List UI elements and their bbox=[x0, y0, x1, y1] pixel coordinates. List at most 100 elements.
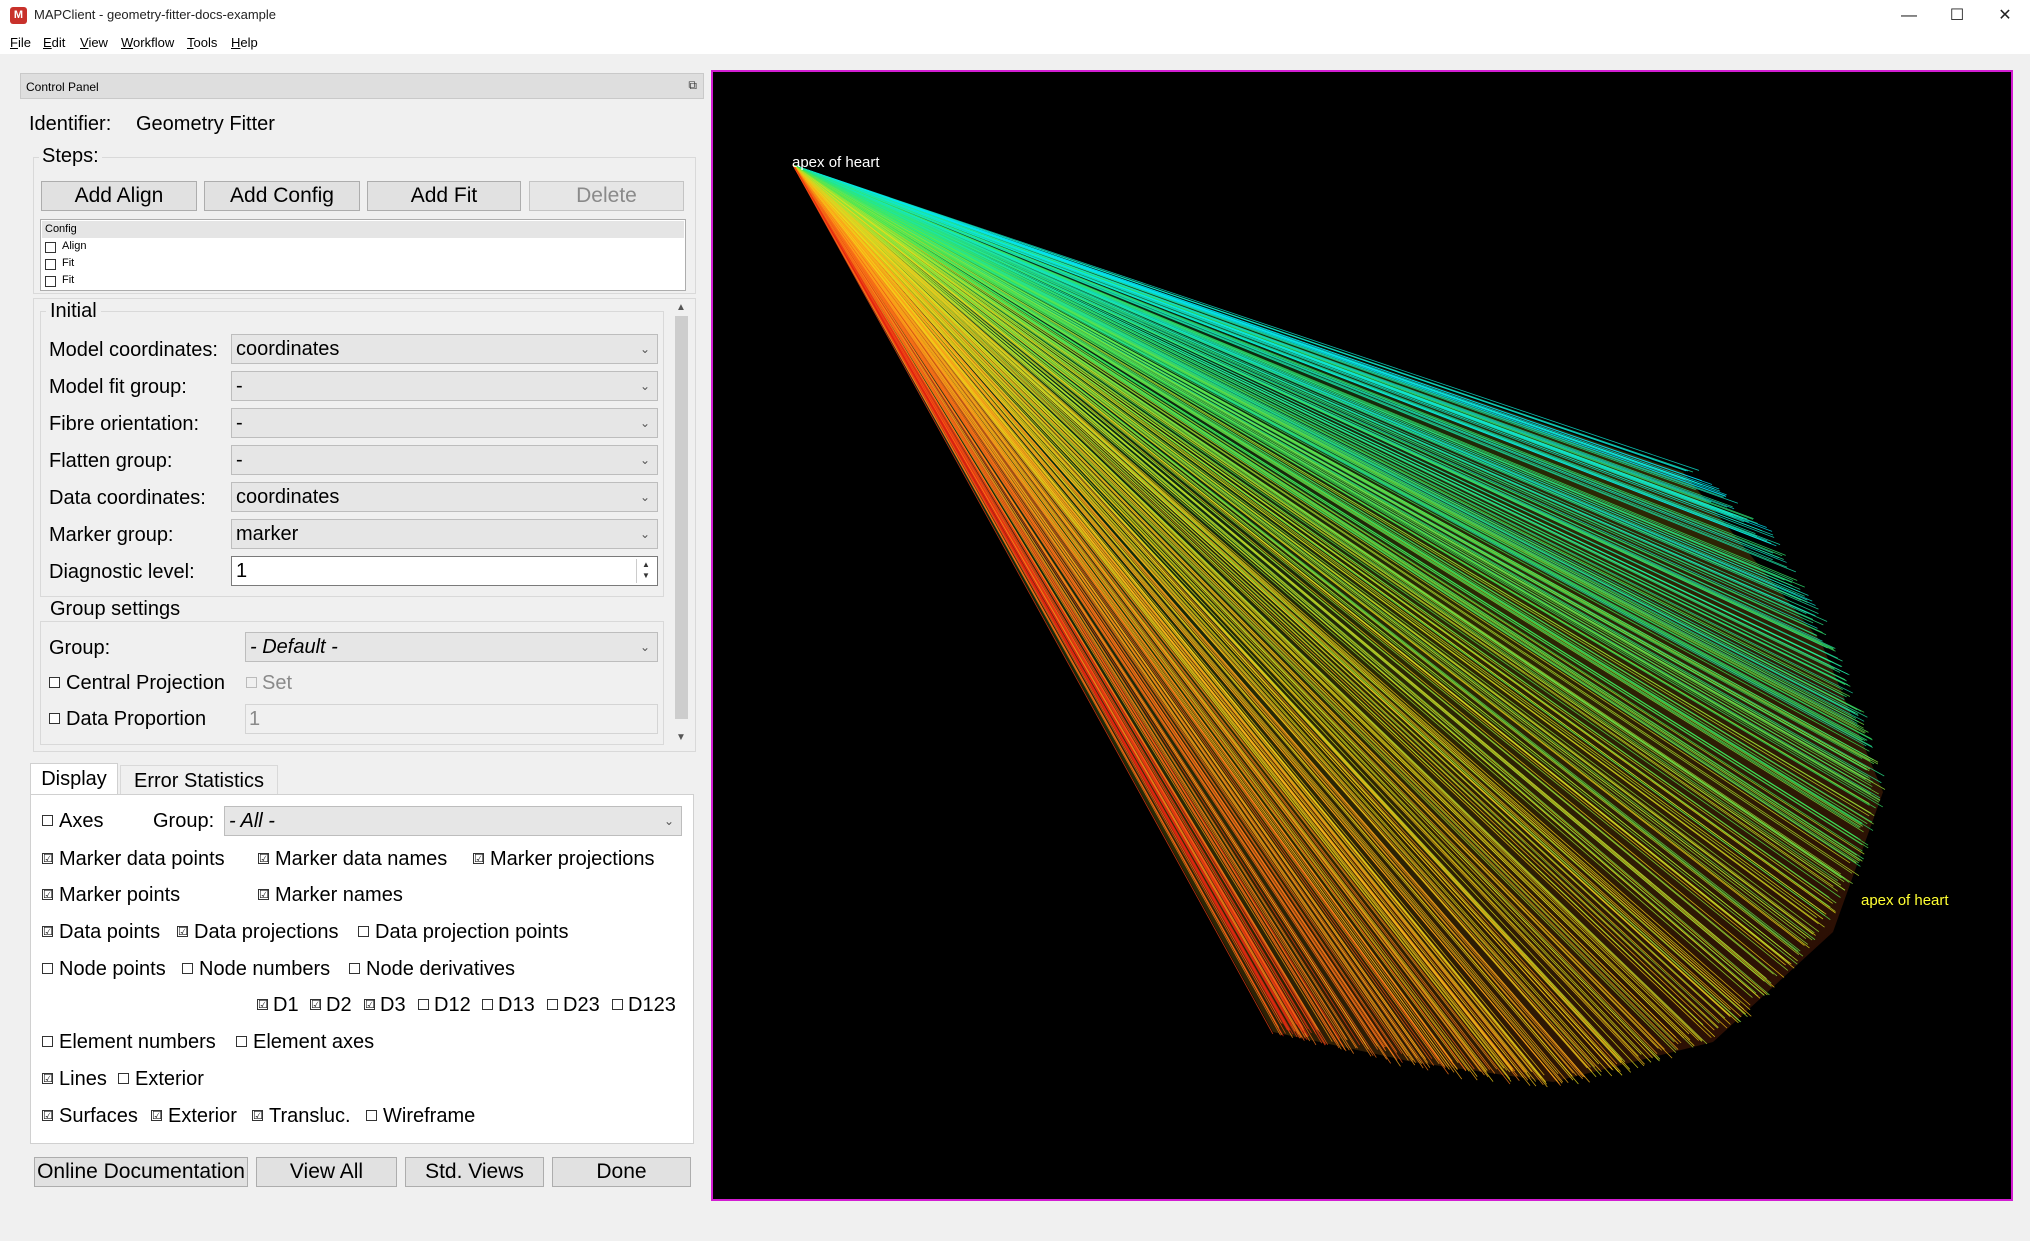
fibre-line bbox=[792, 164, 1859, 723]
scrollbar-thumb[interactable] bbox=[675, 316, 688, 719]
fibre-line bbox=[792, 164, 1807, 940]
list-item-align[interactable]: Align bbox=[62, 240, 87, 252]
lines-exterior-checkbox[interactable] bbox=[118, 1073, 129, 1084]
fibre-line bbox=[792, 164, 1879, 795]
std-views-button[interactable]: Std. Views bbox=[405, 1157, 544, 1187]
list-item-fit-2[interactable]: Fit bbox=[62, 274, 75, 286]
element-axes-checkbox[interactable] bbox=[236, 1036, 247, 1047]
lines-checkbox[interactable]: ☑ bbox=[42, 1073, 53, 1085]
data-projection-points-checkbox[interactable] bbox=[358, 926, 369, 937]
list-item-align-checkbox[interactable] bbox=[45, 242, 56, 253]
done-button[interactable]: Done bbox=[552, 1157, 691, 1187]
fibre-line bbox=[792, 164, 1545, 1076]
minimize-button[interactable]: — bbox=[1901, 7, 1917, 24]
delete-button[interactable]: Delete bbox=[529, 181, 684, 211]
central-projection-checkbox[interactable] bbox=[49, 677, 60, 688]
spin-arrows-icon[interactable]: ▲ ▼ bbox=[636, 559, 655, 583]
data-proportion-input[interactable]: 1 bbox=[245, 704, 658, 734]
add-config-button[interactable]: Add Config bbox=[204, 181, 360, 211]
data-points-checkbox[interactable]: ☑ bbox=[42, 926, 53, 938]
menu-view[interactable]: View bbox=[80, 35, 108, 50]
d13-checkbox[interactable] bbox=[482, 999, 493, 1010]
data-coordinates-combo[interactable]: coordinates ⌄ bbox=[231, 482, 658, 512]
menu-file[interactable]: File bbox=[10, 35, 31, 50]
fibre-line bbox=[792, 164, 1658, 1055]
fibre-line bbox=[792, 164, 1403, 1054]
element-numbers-checkbox[interactable] bbox=[42, 1036, 53, 1047]
scene-viewer[interactable]: apex of heart apex of heart bbox=[711, 70, 2013, 1201]
data-proportion-label: Data Proportion bbox=[66, 708, 207, 730]
steps-list[interactable]: Config Align Fit Fit bbox=[40, 219, 686, 291]
data-projections-checkbox[interactable]: ☑ bbox=[177, 926, 188, 938]
d2-checkbox[interactable]: ☑ bbox=[310, 999, 321, 1011]
marker-data-names-checkbox[interactable]: ☑ bbox=[258, 853, 269, 865]
fibre-line bbox=[792, 164, 1819, 615]
marker-data-points-checkbox[interactable]: ☑ bbox=[42, 853, 53, 865]
surfaces-checkbox[interactable]: ☑ bbox=[42, 1110, 53, 1122]
wireframe-checkbox[interactable] bbox=[366, 1110, 377, 1121]
flatten-group-combo[interactable]: - ⌄ bbox=[231, 445, 658, 475]
model-coordinates-combo[interactable]: coordinates ⌄ bbox=[231, 334, 658, 364]
fibre-line bbox=[792, 164, 1318, 1030]
transluc-checkbox[interactable]: ☑ bbox=[252, 1110, 263, 1122]
scroll-up-icon[interactable]: ▲ bbox=[676, 302, 686, 313]
marker-group-label: Marker group: bbox=[49, 524, 174, 546]
menu-tools[interactable]: Tools bbox=[187, 35, 218, 50]
node-points-checkbox[interactable] bbox=[42, 963, 53, 974]
fibre-line bbox=[792, 164, 1853, 694]
diagnostic-level-spinbox[interactable]: 1 ▲ ▼ bbox=[231, 556, 658, 586]
list-item-fit-checkbox[interactable] bbox=[45, 259, 56, 270]
online-documentation-button[interactable]: Online Documentation bbox=[34, 1157, 248, 1187]
axes-checkbox[interactable] bbox=[42, 815, 53, 826]
chevron-down-icon: ⌄ bbox=[663, 814, 674, 828]
marker-projections-checkbox[interactable]: ☑ bbox=[473, 853, 484, 865]
d23-checkbox[interactable] bbox=[547, 999, 558, 1010]
menu-workflow[interactable]: Workflow bbox=[121, 35, 175, 50]
fibre-line bbox=[792, 164, 1663, 1051]
fibre-line bbox=[792, 164, 1440, 1059]
fibre-line bbox=[792, 164, 1685, 1039]
fibre-line bbox=[792, 164, 1376, 1044]
d2-label: D2 bbox=[326, 994, 352, 1016]
surfaces-exterior-checkbox[interactable]: ☑ bbox=[151, 1110, 162, 1122]
model-fit-group-combo[interactable]: - ⌄ bbox=[231, 371, 658, 401]
menu-help[interactable]: Help bbox=[231, 35, 258, 50]
tab-error-statistics[interactable]: Error Statistics bbox=[120, 765, 278, 795]
config-scrollbar[interactable]: ▲ ▼ bbox=[672, 300, 692, 750]
fibre-line bbox=[792, 164, 1496, 1074]
fibre-orientation-combo[interactable]: - ⌄ bbox=[231, 408, 658, 438]
marker-names-checkbox[interactable]: ☑ bbox=[258, 889, 269, 901]
d1-checkbox[interactable]: ☑ bbox=[257, 999, 268, 1011]
close-button[interactable]: ✕ bbox=[1998, 7, 2012, 24]
data-proportion-checkbox[interactable] bbox=[49, 713, 60, 724]
fibre-line bbox=[792, 164, 1715, 1031]
list-item-fit[interactable]: Fit bbox=[62, 257, 75, 269]
add-fit-button[interactable]: Add Fit bbox=[367, 181, 521, 211]
marker-points-checkbox[interactable]: ☑ bbox=[42, 889, 53, 901]
fibre-line bbox=[792, 164, 1761, 999]
d12-checkbox[interactable] bbox=[418, 999, 429, 1010]
float-icon[interactable]: ⧉ bbox=[688, 78, 697, 92]
d3-checkbox[interactable]: ☑ bbox=[364, 999, 375, 1011]
fibre-line bbox=[792, 164, 1409, 1057]
set-checkbox[interactable] bbox=[246, 677, 257, 688]
menu-edit[interactable]: Edit bbox=[43, 35, 66, 50]
scroll-down-icon[interactable]: ▼ bbox=[676, 732, 686, 743]
fibre-line bbox=[792, 164, 1827, 636]
tab-display[interactable]: Display bbox=[30, 763, 118, 795]
maximize-button[interactable]: ☐ bbox=[1949, 7, 1965, 24]
node-numbers-label: Node numbers bbox=[199, 958, 331, 980]
list-item-fit-2-checkbox[interactable] bbox=[45, 276, 56, 287]
add-align-button[interactable]: Add Align bbox=[41, 181, 197, 211]
node-derivatives-checkbox[interactable] bbox=[349, 963, 360, 974]
d123-checkbox[interactable] bbox=[612, 999, 623, 1010]
marker-group-combo[interactable]: marker ⌄ bbox=[231, 519, 658, 549]
list-item-config[interactable]: Config bbox=[45, 223, 77, 235]
fibre-line bbox=[792, 164, 1785, 978]
fibre-line bbox=[792, 164, 1600, 1065]
display-group-combo[interactable]: - All - ⌄ bbox=[224, 806, 682, 836]
view-all-button[interactable]: View All bbox=[256, 1157, 397, 1187]
group-combo[interactable]: - Default - ⌄ bbox=[245, 632, 658, 662]
node-numbers-checkbox[interactable] bbox=[182, 963, 193, 974]
lines-label: Lines bbox=[59, 1068, 107, 1090]
